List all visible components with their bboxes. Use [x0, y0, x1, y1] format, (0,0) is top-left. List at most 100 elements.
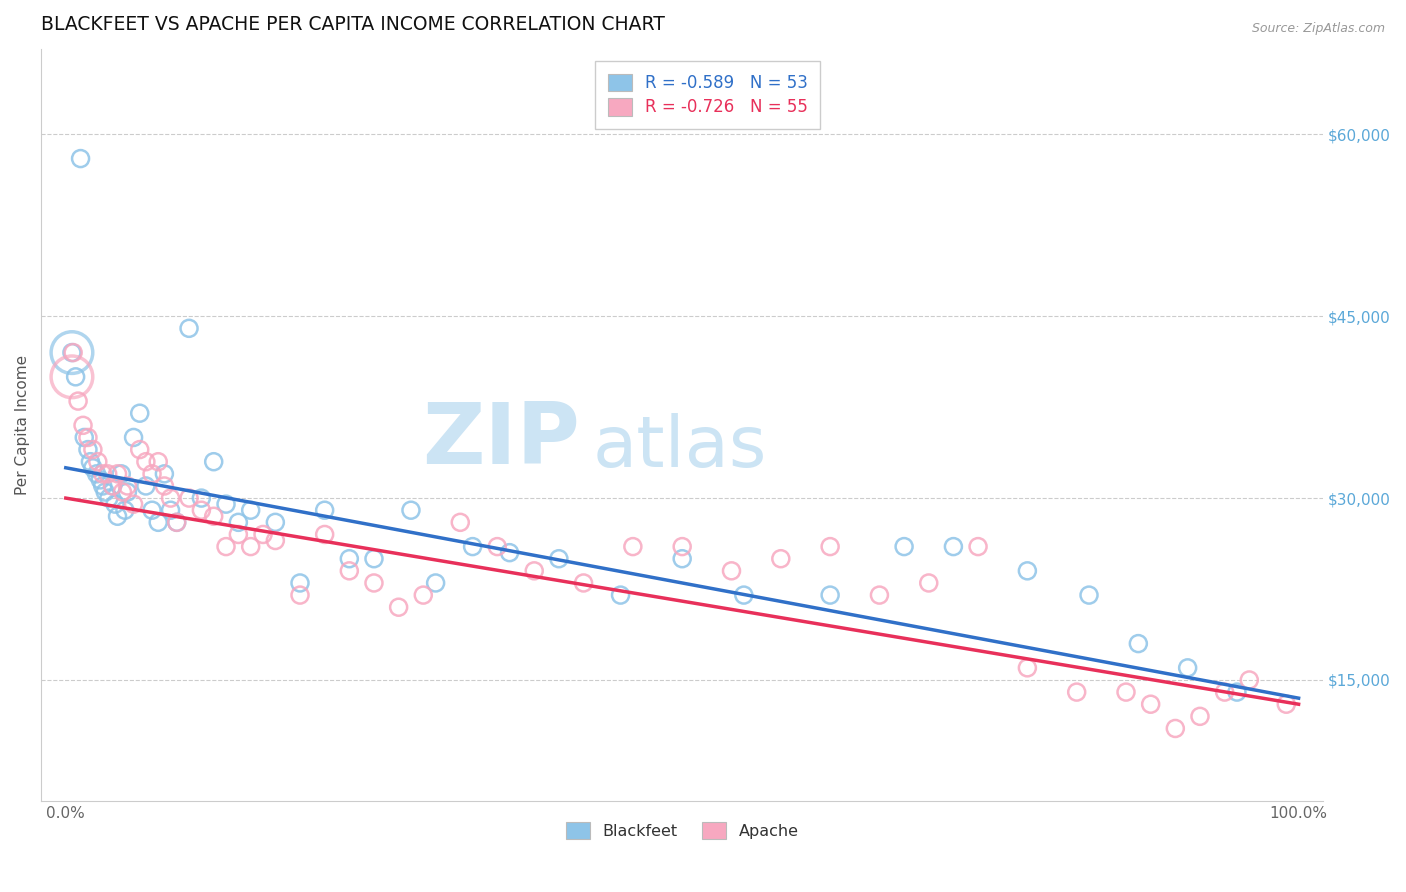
Point: [122, 430, 145, 444]
Point: [1213, 685, 1236, 699]
Point: [314, 527, 336, 541]
Point: [1066, 685, 1088, 699]
Point: [449, 516, 471, 530]
Point: [942, 540, 965, 554]
Point: [101, 479, 124, 493]
Point: [60, 345, 83, 359]
Point: [87, 455, 110, 469]
Point: [523, 564, 546, 578]
Y-axis label: Per Capita Income: Per Capita Income: [15, 355, 30, 495]
Point: [720, 564, 742, 578]
Point: [337, 551, 360, 566]
Point: [769, 551, 792, 566]
Point: [1275, 697, 1298, 711]
Point: [215, 540, 238, 554]
Point: [67, 394, 90, 409]
Point: [1139, 697, 1161, 711]
Point: [128, 442, 150, 457]
Point: [425, 576, 447, 591]
Point: [288, 576, 311, 591]
Point: [65, 369, 87, 384]
Point: [609, 588, 631, 602]
Text: atlas: atlas: [592, 413, 766, 483]
Point: [264, 516, 287, 530]
Point: [1188, 709, 1211, 723]
Point: [77, 430, 100, 444]
Point: [86, 467, 108, 481]
Point: [111, 485, 134, 500]
Point: [72, 418, 94, 433]
Point: [190, 503, 212, 517]
Point: [461, 540, 484, 554]
Point: [110, 467, 132, 481]
Point: [97, 491, 120, 505]
Point: [1017, 661, 1039, 675]
Point: [1177, 661, 1199, 675]
Point: [1128, 637, 1150, 651]
Text: Source: ZipAtlas.com: Source: ZipAtlas.com: [1251, 22, 1385, 36]
Point: [177, 321, 200, 335]
Point: [918, 576, 941, 591]
Point: [399, 503, 422, 517]
Point: [73, 430, 96, 444]
Point: [388, 600, 411, 615]
Point: [60, 345, 83, 359]
Point: [228, 516, 250, 530]
Point: [363, 576, 385, 591]
Point: [228, 527, 250, 541]
Point: [498, 546, 520, 560]
Point: [91, 479, 114, 493]
Point: [107, 467, 129, 481]
Point: [122, 497, 145, 511]
Point: [62, 345, 84, 359]
Point: [60, 369, 83, 384]
Point: [893, 540, 915, 554]
Point: [412, 588, 434, 602]
Point: [337, 564, 360, 578]
Point: [91, 467, 114, 481]
Point: [818, 540, 841, 554]
Point: [967, 540, 990, 554]
Point: [572, 576, 595, 591]
Point: [1017, 564, 1039, 578]
Point: [166, 516, 188, 530]
Point: [82, 442, 104, 457]
Point: [202, 455, 225, 469]
Point: [190, 491, 212, 505]
Point: [97, 467, 120, 481]
Point: [177, 491, 200, 505]
Point: [128, 406, 150, 420]
Text: BLACKFEET VS APACHE PER CAPITA INCOME CORRELATION CHART: BLACKFEET VS APACHE PER CAPITA INCOME CO…: [41, 15, 665, 34]
Point: [82, 460, 104, 475]
Point: [621, 540, 644, 554]
Point: [868, 588, 890, 602]
Point: [77, 442, 100, 457]
Point: [69, 152, 91, 166]
Point: [114, 503, 136, 517]
Point: [486, 540, 509, 554]
Point: [104, 497, 127, 511]
Point: [148, 516, 170, 530]
Point: [239, 503, 262, 517]
Point: [141, 503, 163, 517]
Point: [671, 551, 693, 566]
Point: [548, 551, 571, 566]
Point: [671, 540, 693, 554]
Point: [239, 540, 262, 554]
Point: [202, 509, 225, 524]
Point: [1226, 685, 1249, 699]
Point: [363, 551, 385, 566]
Point: [89, 473, 111, 487]
Point: [79, 455, 101, 469]
Point: [117, 485, 139, 500]
Point: [733, 588, 755, 602]
Point: [153, 467, 176, 481]
Point: [135, 479, 157, 493]
Point: [159, 503, 181, 517]
Point: [1115, 685, 1137, 699]
Point: [159, 491, 181, 505]
Point: [101, 479, 124, 493]
Point: [264, 533, 287, 548]
Point: [314, 503, 336, 517]
Point: [153, 479, 176, 493]
